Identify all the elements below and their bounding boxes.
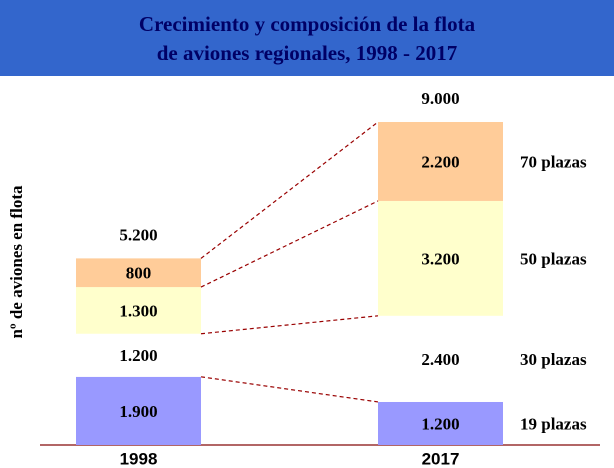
value-label: 2.200 xyxy=(421,152,459,171)
chart-title: Crecimiento y composición de la flota xyxy=(139,12,476,36)
chart-title: de aviones regionales, 1998 - 2017 xyxy=(157,41,458,65)
legend-label: 50 plazas xyxy=(520,249,587,268)
legend-label: 30 plazas xyxy=(520,350,587,369)
total-label: 5.200 xyxy=(119,225,157,244)
x-tick-label: 1998 xyxy=(120,449,158,468)
connector xyxy=(200,121,379,259)
connector xyxy=(200,200,379,288)
legend-label: 19 plazas xyxy=(520,414,587,433)
bar-segment xyxy=(378,200,503,316)
bar-segment xyxy=(76,333,201,377)
bar-segment xyxy=(378,401,503,445)
value-label: 1.900 xyxy=(119,402,157,421)
y-axis-label: nº de aviones en flota xyxy=(7,185,26,338)
bar-segment xyxy=(76,376,201,445)
connector xyxy=(200,376,379,403)
title-bar xyxy=(0,0,614,76)
value-label: 3.200 xyxy=(421,249,459,268)
legend-label: 70 plazas xyxy=(520,152,587,171)
bar-segment xyxy=(76,258,201,288)
bar-segment xyxy=(378,315,503,402)
value-label: 800 xyxy=(126,264,152,283)
value-label: 2.400 xyxy=(421,350,459,369)
value-label: 1.200 xyxy=(119,346,157,365)
total-label: 9.000 xyxy=(421,89,459,108)
value-label: 1.300 xyxy=(119,301,157,320)
bar-segment xyxy=(378,122,503,201)
value-label: 1.200 xyxy=(421,414,459,433)
x-tick-label: 2017 xyxy=(422,449,460,468)
bar-segment xyxy=(76,287,201,334)
connector xyxy=(200,315,379,335)
